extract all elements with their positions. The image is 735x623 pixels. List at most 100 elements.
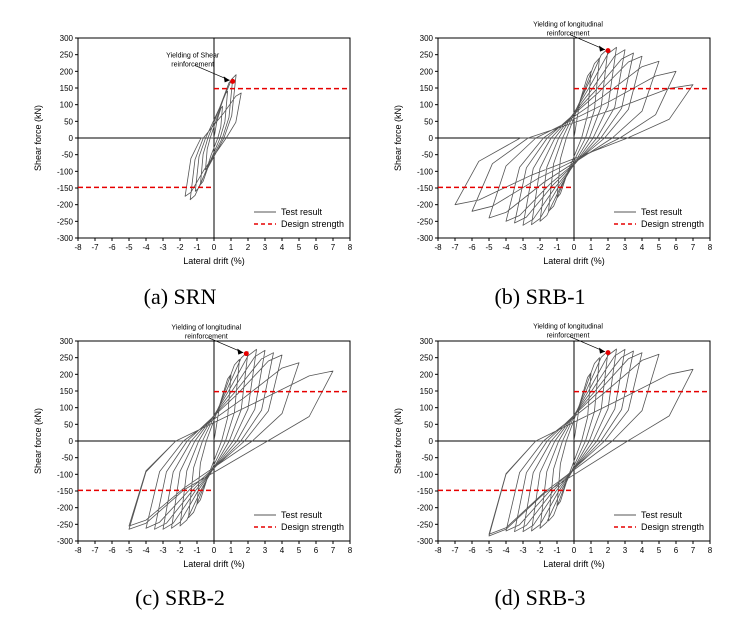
x-tick-label: 5: [657, 546, 662, 555]
chart-svg-srn: -8 -7 -6 -5 -4 -3 -2 -1 0 1 2 3 4 5 6 7 8 300 250 200 150 100…: [33, 34, 353, 266]
y-tick-label: -250: [57, 520, 74, 529]
chart-panel-srb-3: -8 -7 -6 -5 -4 -3 -2 -1 0 1 2 3 4 5 6 7 8 300 250 200 150 100…: [360, 303, 720, 610]
annotation-text: Yielding of longitudinal: [533, 324, 603, 331]
x-tick-label: 4: [640, 243, 645, 252]
y-tick-label: -150: [57, 184, 74, 193]
chart-svg-srb-2: -8 -7 -6 -5 -4 -3 -2 -1 0 1 2 3 4 5 6 7 8 300 250 200 150 100…: [33, 325, 353, 569]
x-tick-label: 8: [348, 546, 353, 555]
legend-label-design-strength: Design strength: [641, 522, 704, 532]
x-tick-label: -6: [468, 243, 476, 252]
y-tick-label: 250: [420, 354, 434, 363]
x-tick-label: 6: [314, 243, 319, 252]
y-tick-label: -150: [417, 184, 434, 193]
y-tick-label: -150: [417, 487, 434, 496]
y-tick-label: 0: [429, 134, 434, 143]
y-tick-label: 0: [69, 437, 74, 446]
x-tick-label: -5: [485, 546, 493, 555]
x-tick-label: -1: [553, 546, 561, 555]
annotation-text: reinforcement: [547, 333, 590, 340]
x-axis-label: Lateral drift (%): [543, 256, 605, 266]
x-tick-label: -1: [553, 243, 561, 252]
x-tick-label: 0: [212, 243, 217, 252]
y-tick-label: 50: [64, 420, 73, 429]
y-tick-label: 300: [420, 34, 434, 43]
yield-point-marker: [243, 351, 249, 357]
y-tick-label: 0: [69, 134, 74, 143]
y-tick-label: -300: [57, 234, 74, 243]
test-result-curve: [454, 46, 694, 226]
x-tick-label: 4: [280, 546, 285, 555]
annotation-arrow-line: [208, 337, 244, 353]
x-tick-label: 2: [606, 546, 611, 555]
x-tick-label: 3: [263, 546, 268, 555]
annotation-arrow-head: [599, 347, 605, 354]
x-tick-label: 6: [674, 243, 679, 252]
x-tick-label: 3: [623, 243, 628, 252]
y-tick-label: 50: [424, 117, 433, 126]
chart-panel-srb-2: -8 -7 -6 -5 -4 -3 -2 -1 0 1 2 3 4 5 6 7 8 300 250 200 150 100…: [0, 303, 360, 610]
annotation-arrow-line: [569, 34, 606, 50]
y-tick-label: 100: [420, 101, 434, 110]
y-tick-label: -250: [57, 217, 74, 226]
x-tick-label: 0: [212, 546, 217, 555]
x-tick-label: 4: [280, 243, 285, 252]
legend-label-design-strength: Design strength: [281, 219, 344, 229]
annotation-text: reinforcement: [185, 334, 228, 341]
annotation-arrow-head: [223, 76, 230, 83]
chart-caption: (d) SRB-3: [494, 585, 586, 610]
y-tick-label: -300: [57, 537, 74, 546]
x-tick-label: 7: [691, 243, 696, 252]
x-tick-label: 1: [589, 243, 594, 252]
y-tick-label: -100: [417, 470, 434, 479]
y-tick-label: -200: [57, 201, 74, 210]
annotation-arrow-head: [599, 45, 605, 52]
yield-point-marker: [605, 48, 611, 54]
y-tick-label: 0: [429, 437, 434, 446]
y-tick-label: -100: [417, 167, 434, 176]
x-tick-label: -8: [434, 546, 442, 555]
x-tick-label: -4: [502, 546, 510, 555]
x-tick-label: -5: [125, 546, 133, 555]
x-tick-label: -3: [159, 243, 167, 252]
y-tick-label: 150: [420, 84, 434, 93]
annotation-text: Yielding of longitudinal: [171, 325, 241, 332]
x-tick-label: -3: [519, 546, 527, 555]
legend-label-test-result: Test result: [641, 207, 683, 217]
x-tick-label: -8: [74, 243, 82, 252]
x-tick-label: 6: [314, 546, 319, 555]
x-tick-label: -3: [519, 243, 527, 252]
y-tick-label: 150: [420, 387, 434, 396]
y-tick-label: 250: [60, 51, 74, 60]
x-tick-label: -7: [451, 243, 459, 252]
test-result-curve: [128, 348, 334, 530]
x-tick-label: -8: [434, 243, 442, 252]
x-tick-label: 7: [691, 546, 696, 555]
x-tick-label: -2: [536, 243, 544, 252]
y-tick-label: -50: [61, 454, 73, 463]
chart-panel-srn: -8 -7 -6 -5 -4 -3 -2 -1 0 1 2 3 4 5 6 7 8 300 250 200 150 100…: [0, 0, 360, 309]
y-tick-label: -200: [57, 504, 74, 513]
x-tick-label: 5: [657, 243, 662, 252]
test-result-curve: [488, 348, 694, 537]
x-tick-label: 7: [331, 546, 336, 555]
x-tick-label: 5: [297, 243, 302, 252]
annotation-arrow-line: [569, 336, 606, 352]
y-tick-label: -200: [417, 201, 434, 210]
x-tick-label: -6: [108, 243, 116, 252]
y-tick-label: 200: [60, 67, 74, 76]
x-tick-label: -1: [193, 546, 201, 555]
x-tick-label: -3: [159, 546, 167, 555]
annotation-arrow-line: [194, 65, 230, 81]
y-axis-label: Shear force (kN): [33, 105, 43, 171]
x-tick-label: 0: [572, 546, 577, 555]
annotation-text: reinforcement: [547, 31, 590, 38]
y-tick-label: -200: [417, 504, 434, 513]
y-tick-label: 100: [60, 101, 74, 110]
x-axis-label: Lateral drift (%): [543, 559, 605, 569]
x-tick-label: 8: [348, 243, 353, 252]
x-tick-label: 2: [246, 243, 251, 252]
y-tick-label: -250: [417, 520, 434, 529]
legend-label-test-result: Test result: [281, 207, 323, 217]
x-axis-label: Lateral drift (%): [183, 256, 245, 266]
y-tick-label: -150: [57, 487, 74, 496]
